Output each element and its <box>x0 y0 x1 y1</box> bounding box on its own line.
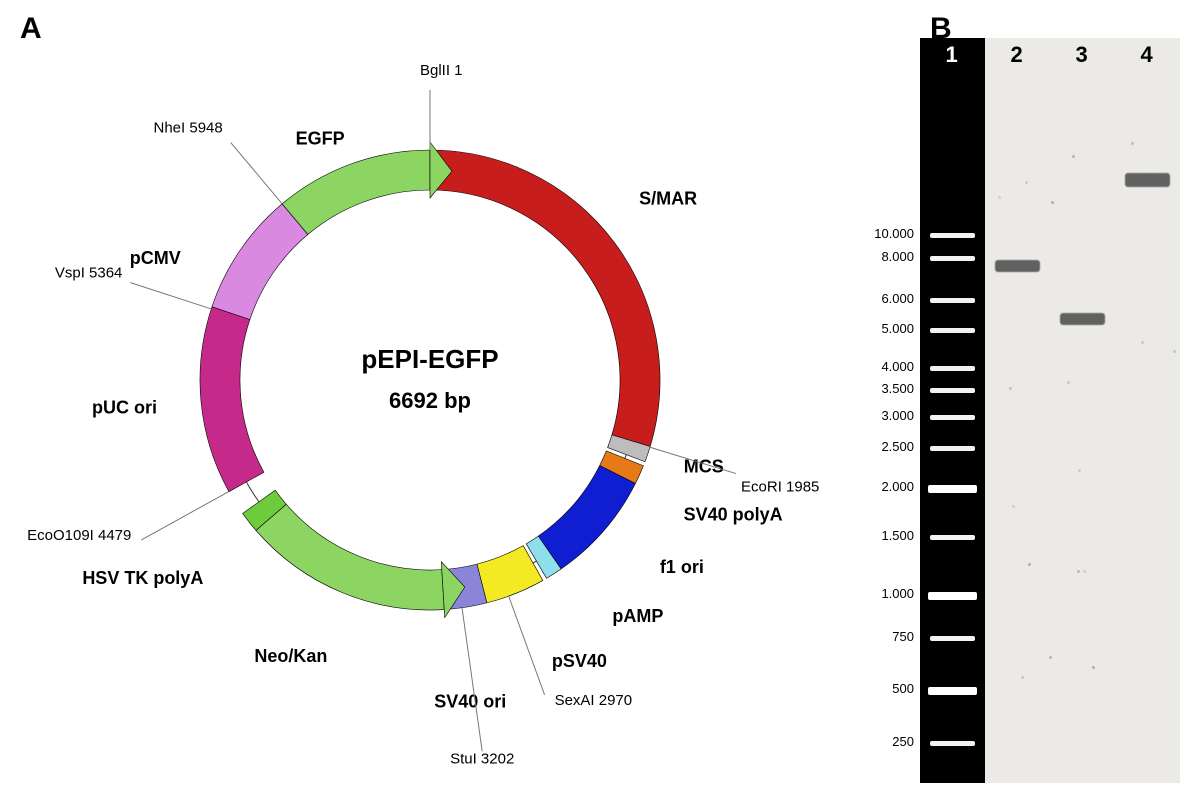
plasmid-map: pEPI-EGFP6692 bpEGFPS/MARMCSSV40 polyAf1… <box>0 0 900 800</box>
feature-egfp <box>282 150 430 235</box>
site-label-sexai-2970: SexAI 2970 <box>555 692 633 709</box>
feature-label-neo-kan: Neo/Kan <box>254 646 327 666</box>
gel-speckle <box>1072 155 1075 158</box>
ladder-label: 5.000 <box>854 321 914 336</box>
ladder-label: 2.000 <box>854 479 914 494</box>
ladder-band <box>928 485 977 493</box>
gel-speckle <box>1021 676 1024 679</box>
gel-lane-1 <box>920 38 985 783</box>
gel-speckle <box>1049 656 1052 659</box>
gel-lane-number: 4 <box>1141 42 1153 68</box>
ladder-label: 500 <box>854 681 914 696</box>
ladder-band <box>930 328 975 333</box>
ladder-label: 10.000 <box>854 226 914 241</box>
ladder-band <box>930 636 975 641</box>
ladder-band <box>930 298 975 303</box>
gel-lanes-2-4 <box>985 38 1180 783</box>
ladder-label: 3.500 <box>854 381 914 396</box>
plasmid-size: 6692 bp <box>389 388 471 413</box>
gel-speckle <box>1092 666 1095 669</box>
ladder-label: 1.000 <box>854 586 914 601</box>
feature-label-sv40-polya: SV40 polyA <box>684 505 783 525</box>
feature-f1-ori <box>538 465 635 568</box>
gel-speckle <box>1009 387 1012 390</box>
ladder-band <box>930 256 975 261</box>
feature-label-pamp: pAMP <box>612 606 663 626</box>
feature-pcmv <box>212 204 308 320</box>
feature-label-s-mar: S/MAR <box>639 189 697 209</box>
ladder-label: 250 <box>854 734 914 749</box>
feature-label-puc-ori: pUC ori <box>92 398 157 418</box>
ladder-band <box>930 233 975 238</box>
feature-puc-ori <box>200 307 264 492</box>
gel-panel: 123410.0008.0006.0005.0004.0003.5003.000… <box>920 38 1180 783</box>
site-label-bglii-1: BglII 1 <box>420 62 463 79</box>
ladder-band <box>928 592 977 600</box>
feature-label-pcmv: pCMV <box>130 248 181 268</box>
ladder-band <box>930 741 975 746</box>
ladder-label: 1.500 <box>854 528 914 543</box>
gel-lane-number: 2 <box>1011 42 1023 68</box>
site-label-ecori-1985: EcoRI 1985 <box>741 479 819 496</box>
plasmid-svg: pEPI-EGFP6692 bpEGFPS/MARMCSSV40 polyAf1… <box>0 0 900 800</box>
site-label-stui-3202: StuI 3202 <box>450 750 514 767</box>
site-label-vspi-5364: VspI 5364 <box>55 265 123 282</box>
gel-speckle <box>1078 469 1081 472</box>
feature-label-hsv-tk-polya: HSV TK polyA <box>82 568 203 588</box>
site-label-nhei-5948: NheI 5948 <box>154 120 223 137</box>
ladder-band <box>928 687 977 695</box>
ladder-band <box>930 415 975 420</box>
ladder-label: 4.000 <box>854 359 914 374</box>
gel-lane-number: 3 <box>1076 42 1088 68</box>
gel-speckle <box>1067 381 1070 384</box>
site-label-ecoo109i-4479: EcoO109I 4479 <box>27 527 131 544</box>
feature-neo-kan <box>256 504 444 610</box>
ladder-label: 2.500 <box>854 439 914 454</box>
gel-lane-number: 1 <box>946 42 958 68</box>
ladder-label: 6.000 <box>854 291 914 306</box>
gel-band <box>1060 313 1105 325</box>
gel-speckle <box>1012 505 1015 508</box>
ladder-label: 8.000 <box>854 249 914 264</box>
ladder-label: 750 <box>854 629 914 644</box>
feature-label-egfp: EGFP <box>296 128 345 148</box>
ladder-band <box>930 388 975 393</box>
gel-band <box>995 260 1040 272</box>
ladder-band <box>930 446 975 451</box>
ladder-band <box>930 535 975 540</box>
plasmid-name: pEPI-EGFP <box>361 344 498 374</box>
feature-label-psv40: pSV40 <box>552 651 607 671</box>
gel-speckle <box>1025 181 1028 184</box>
ladder-band <box>930 366 975 371</box>
ladder-label: 3.000 <box>854 408 914 423</box>
feature-label-sv40-ori: SV40 ori <box>434 692 506 712</box>
feature-label-f1-ori: f1 ori <box>660 557 704 577</box>
gel-speckle <box>1077 570 1080 573</box>
